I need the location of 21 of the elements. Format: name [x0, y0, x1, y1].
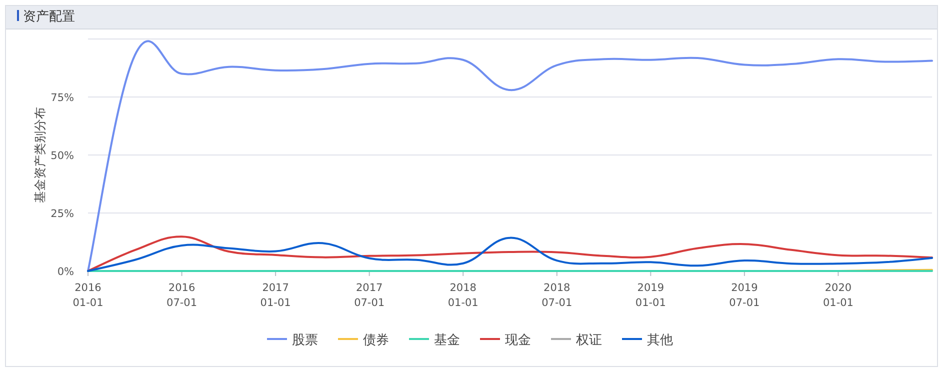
legend-label: 现金 [505, 333, 531, 348]
x-tick-label: 2018 01-01 [448, 282, 478, 309]
x-tick-label: 2017 01-01 [260, 282, 291, 309]
y-tick-label: 25% [50, 208, 74, 220]
legend-label: 股票 [292, 333, 318, 348]
legend-label: 其他 [647, 333, 673, 348]
x-tick-label: 2019 01-01 [635, 282, 666, 309]
x-tick-label: 2016 01-01 [72, 282, 104, 309]
y-axis-title: 基金资产类别分布 [33, 107, 47, 203]
legend-label: 基金 [434, 333, 460, 348]
y-tick-label: 75% [50, 92, 74, 104]
legend-label: 债券 [363, 333, 389, 348]
x-tick-label: 2018 07-01 [542, 282, 572, 309]
x-tick-label: 2017 07-01 [354, 282, 385, 309]
chart-title: 资产配置 [23, 10, 75, 24]
y-tick-label: 50% [50, 150, 74, 162]
x-tick-label: 2016 07-01 [166, 282, 198, 309]
legend-label: 权证 [575, 333, 602, 348]
x-tick-label: 2019 07-01 [729, 282, 760, 309]
y-tick-label: 0% [57, 266, 74, 278]
x-tick-label: 2020 01-01 [822, 282, 854, 309]
